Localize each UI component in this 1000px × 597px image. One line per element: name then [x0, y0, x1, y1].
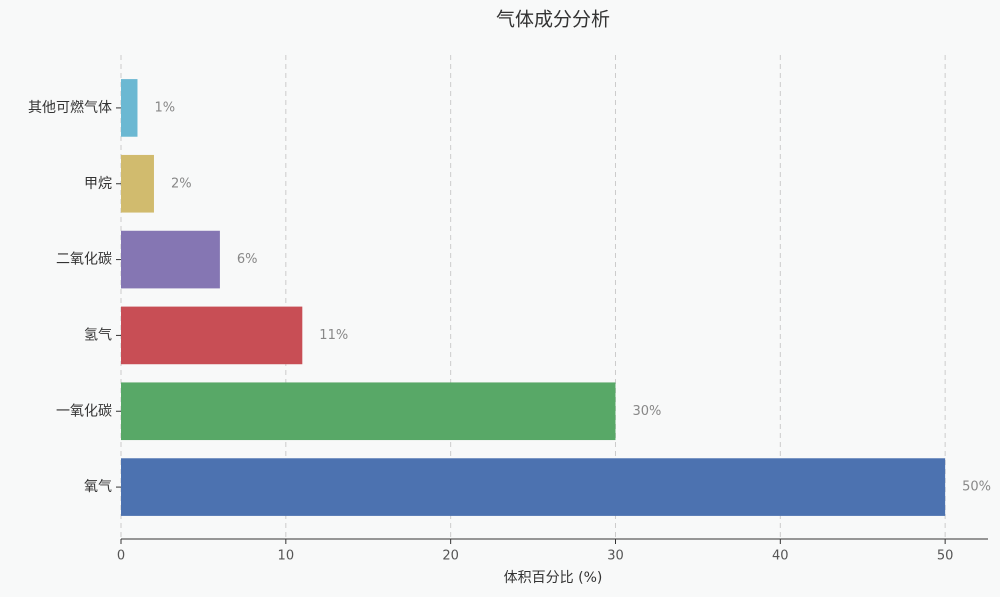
x-tick-label: 10	[278, 549, 295, 564]
x-tick-label: 30	[607, 549, 624, 564]
value-label: 30%	[632, 404, 661, 419]
value-label: 1%	[154, 100, 175, 115]
y-tick-label: 甲烷	[84, 176, 112, 192]
bar	[121, 458, 946, 516]
y-tick-label: 一氧化碳	[56, 403, 112, 419]
bar	[121, 306, 303, 365]
value-label: 50%	[962, 480, 991, 495]
value-label: 2%	[171, 176, 192, 191]
x-axis-label: 体积百分比 (%)	[504, 570, 603, 586]
y-tick-label: 氢气	[84, 327, 112, 343]
x-tick-label: 50	[937, 549, 954, 564]
y-tick-label: 氧气	[84, 479, 112, 495]
y-tick-label: 其他可燃气体	[28, 99, 112, 116]
value-label: 6%	[237, 252, 258, 267]
x-tick-label: 40	[772, 549, 789, 564]
bar	[121, 382, 616, 441]
x-tick-label: 0	[117, 549, 125, 564]
bar	[121, 154, 154, 213]
y-tick-label: 二氧化碳	[56, 252, 112, 268]
bar	[121, 230, 220, 289]
bar	[121, 79, 138, 137]
chart-title: 气体成分分析	[496, 9, 610, 31]
value-label: 11%	[319, 328, 348, 343]
x-tick-label: 20	[442, 549, 459, 564]
